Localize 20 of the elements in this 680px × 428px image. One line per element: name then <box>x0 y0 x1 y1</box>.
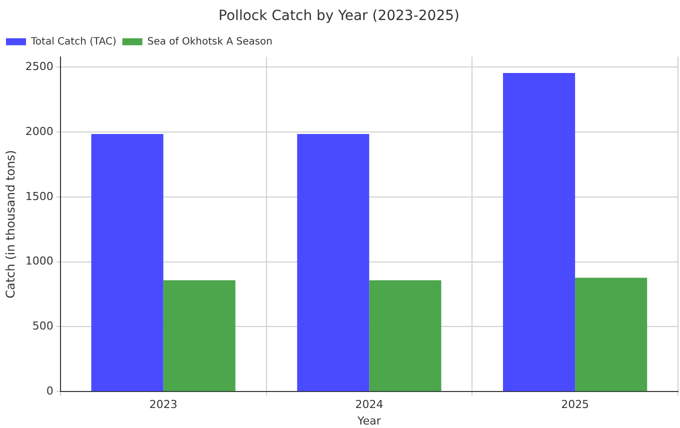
bar <box>575 278 648 392</box>
y-tick-label: 1000 <box>25 254 54 268</box>
x-tick-label: 2023 <box>149 398 178 412</box>
y-tick-label: 1500 <box>25 190 54 203</box>
chart-title: Pollock Catch by Year (2023-2025) <box>218 8 460 24</box>
y-tick-label: 0 <box>46 384 54 398</box>
y-tick-label: 2000 <box>25 124 54 138</box>
y-tick-label: 500 <box>32 320 54 333</box>
legend-label: Total Catch (TAC) <box>30 36 116 48</box>
y-tick-label: 2500 <box>25 60 54 74</box>
y-axis-title: Catch (in thousand tons) <box>3 150 18 298</box>
bar <box>163 280 236 392</box>
bar <box>369 280 442 392</box>
x-tick-label: 2025 <box>561 398 590 412</box>
bar <box>503 73 576 392</box>
bar <box>297 134 370 392</box>
legend-label: Sea of Okhotsk A Season <box>147 36 273 48</box>
x-axis-title: Year <box>356 414 382 428</box>
bar <box>91 134 164 392</box>
x-tick-label: 2024 <box>355 398 384 412</box>
